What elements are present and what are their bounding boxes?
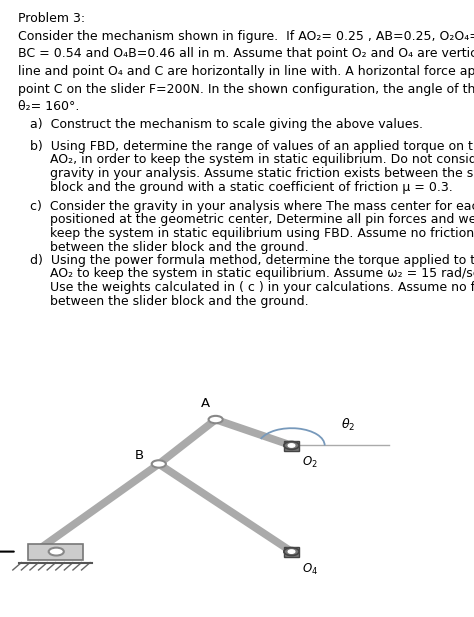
Text: between the slider block and the ground.: between the slider block and the ground. bbox=[30, 241, 309, 254]
Text: Problem 3:: Problem 3: bbox=[18, 12, 85, 25]
Text: AO₂ to keep the system in static equilibrium. Assume ω₂ = 15 rad/sec CCW.: AO₂ to keep the system in static equilib… bbox=[30, 268, 474, 281]
Text: B: B bbox=[134, 449, 144, 462]
Bar bbox=[28, 544, 83, 560]
Text: Consider the mechanism shown in figure.  If AO₂= 0.25 , AB=0.25, O₂O₄=0.46,
BC =: Consider the mechanism shown in figure. … bbox=[18, 30, 474, 113]
Circle shape bbox=[284, 442, 299, 449]
Text: between the slider block and the ground.: between the slider block and the ground. bbox=[30, 294, 309, 307]
Text: AO₂, in order to keep the system in static equilibrium. Do not consider: AO₂, in order to keep the system in stat… bbox=[30, 154, 474, 167]
Circle shape bbox=[288, 444, 295, 447]
Text: keep the system in static equilibrium using FBD. Assume no friction: keep the system in static equilibrium us… bbox=[30, 227, 474, 240]
Text: A: A bbox=[201, 397, 210, 410]
Text: $O_4$: $O_4$ bbox=[302, 561, 318, 576]
Text: positioned at the geometric center, Determine all pin forces and weights to: positioned at the geometric center, Dete… bbox=[30, 213, 474, 226]
Circle shape bbox=[284, 548, 299, 555]
Text: $\theta_2$: $\theta_2$ bbox=[341, 416, 356, 433]
Circle shape bbox=[49, 548, 64, 555]
Text: $O_2$: $O_2$ bbox=[302, 455, 318, 470]
Circle shape bbox=[288, 550, 295, 553]
Circle shape bbox=[209, 416, 223, 423]
Bar bbox=[284, 441, 299, 450]
Text: Use the weights calculated in ( c ) in your calculations. Assume no friction: Use the weights calculated in ( c ) in y… bbox=[30, 281, 474, 294]
Text: block and the ground with a static coefficient of friction μ = 0.3.: block and the ground with a static coeff… bbox=[30, 181, 453, 194]
Circle shape bbox=[152, 460, 166, 468]
Text: c)  Consider the gravity in your analysis where The mass center for each link is: c) Consider the gravity in your analysis… bbox=[30, 200, 474, 213]
Text: b)  Using FBD, determine the range of values of an applied torque on the crank: b) Using FBD, determine the range of val… bbox=[30, 140, 474, 153]
Bar bbox=[284, 547, 299, 557]
Text: d)  Using the power formula method, determine the torque applied to the crank: d) Using the power formula method, deter… bbox=[30, 254, 474, 267]
Text: a)  Construct the mechanism to scale giving the above values.: a) Construct the mechanism to scale givi… bbox=[30, 118, 423, 131]
Text: gravity in your analysis. Assume static friction exists between the slider: gravity in your analysis. Assume static … bbox=[30, 167, 474, 180]
